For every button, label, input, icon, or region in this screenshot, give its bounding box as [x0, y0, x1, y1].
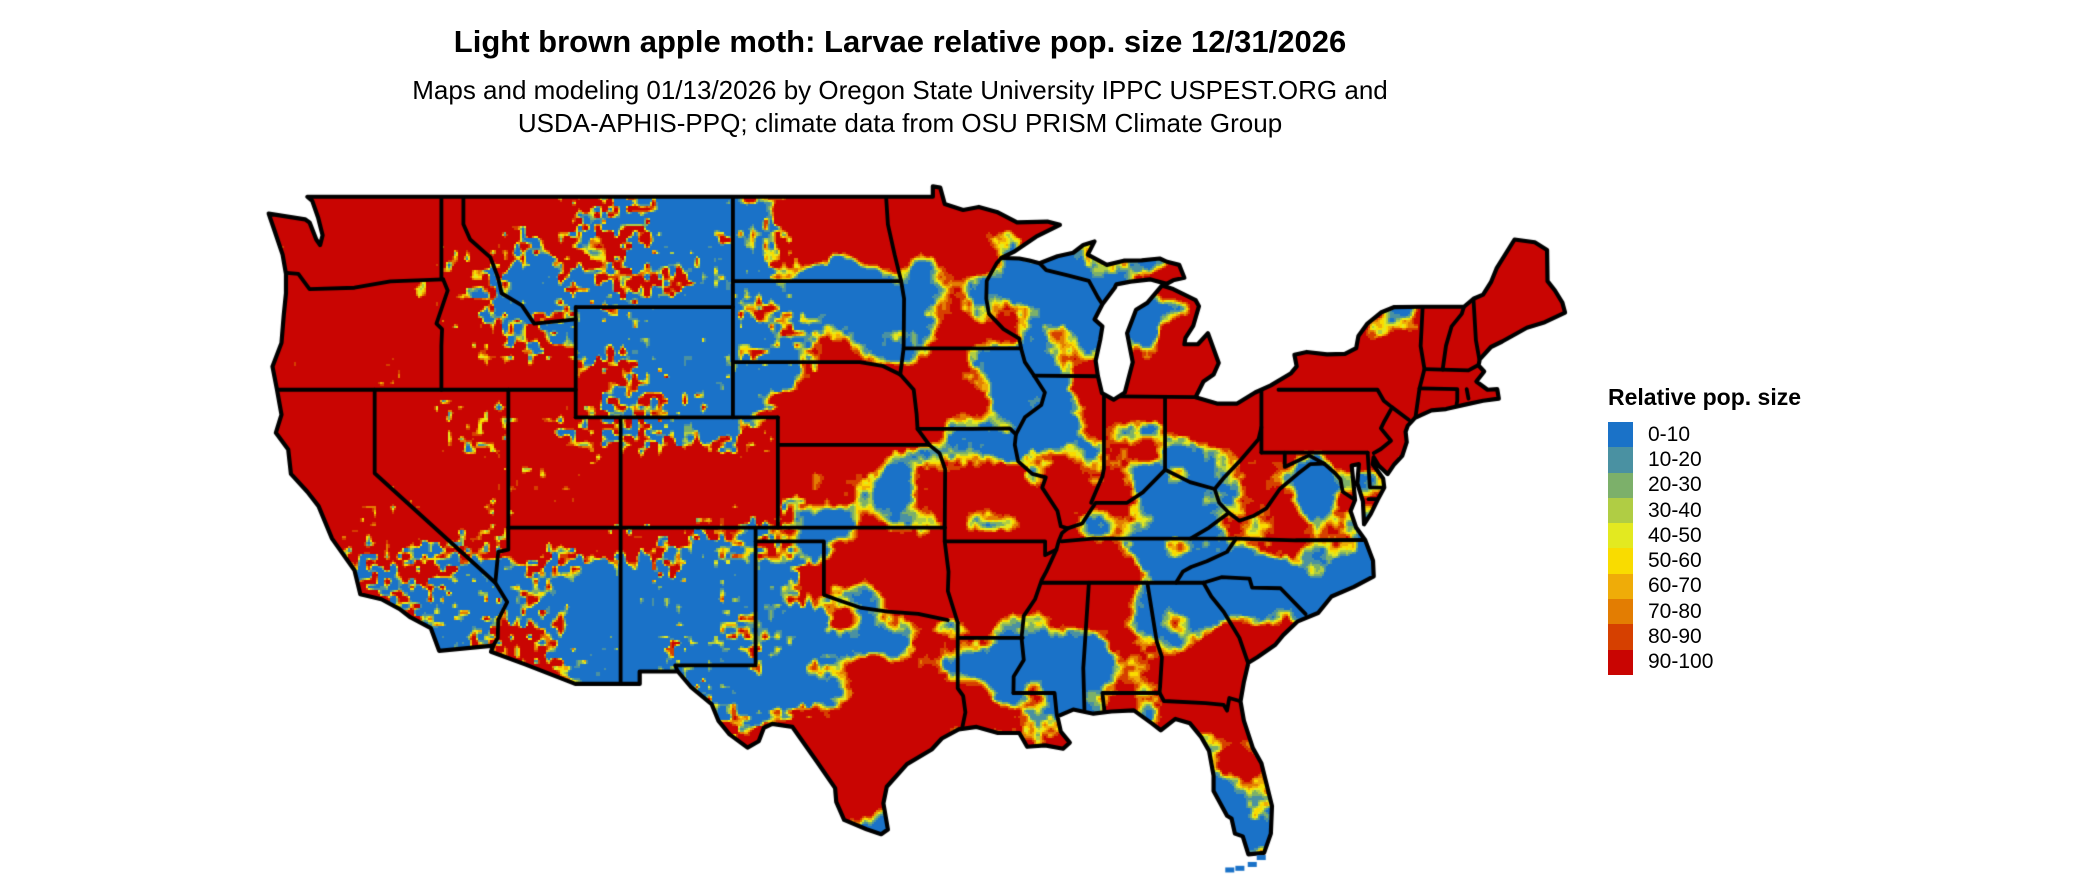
legend-item: 90-100	[1608, 649, 1888, 675]
legend-item-label: 0-10	[1648, 422, 1691, 446]
legend-item: 30-40	[1608, 497, 1888, 524]
legend-item-label: 30-40	[1648, 498, 1702, 522]
legend-item: 0-10	[1608, 422, 1888, 448]
legend-item: 40-50	[1608, 523, 1888, 549]
legend-title: Relative pop. size	[1608, 384, 1802, 410]
figure-subtitle: Maps and modeling 01/13/2026 by Oregon S…	[0, 74, 1800, 140]
legend-item-label: 10-20	[1648, 447, 1702, 471]
legend-swatch	[1608, 548, 1633, 574]
legend-swatch	[1608, 599, 1633, 625]
legend-swatch	[1608, 497, 1633, 524]
legend-item-label: 90-100	[1648, 650, 1714, 674]
legend-item: 50-60	[1608, 548, 1888, 574]
legend-item-label: 60-70	[1648, 574, 1702, 598]
legend-item-label: 20-30	[1648, 473, 1702, 497]
legend-swatch	[1608, 649, 1633, 675]
legend-swatch	[1608, 447, 1633, 473]
subtitle-line-1: Maps and modeling 01/13/2026 by Oregon S…	[412, 75, 1388, 105]
legend-item: 80-90	[1608, 624, 1888, 650]
legend-swatch	[1608, 472, 1633, 498]
legend-swatch	[1608, 624, 1633, 650]
figure-header: Light brown apple moth: Larvae relative …	[0, 24, 1800, 140]
legend-item: 60-70	[1608, 573, 1888, 600]
legend-item-label: 50-60	[1648, 549, 1702, 573]
legend-item: 10-20	[1608, 447, 1888, 473]
us-population-map-canvas	[220, 130, 1600, 892]
legend-item: 70-80	[1608, 599, 1888, 625]
legend-swatch	[1608, 523, 1633, 549]
legend-item-label: 40-50	[1648, 523, 1702, 547]
legend-item-label: 80-90	[1648, 625, 1702, 649]
legend-swatch	[1608, 422, 1633, 448]
legend: Relative pop. size 0-10 10-20 20-30 30-40 40…	[1608, 384, 1888, 675]
legend-swatch	[1608, 573, 1633, 600]
legend-item: 20-30	[1608, 472, 1888, 498]
legend-rows: 0-10 10-20 20-30 30-40 40-50 50-60 60-70 70-80 8…	[1608, 422, 1888, 675]
legend-item-label: 70-80	[1648, 599, 1702, 623]
figure-title: Light brown apple moth: Larvae relative …	[453, 24, 1347, 59]
